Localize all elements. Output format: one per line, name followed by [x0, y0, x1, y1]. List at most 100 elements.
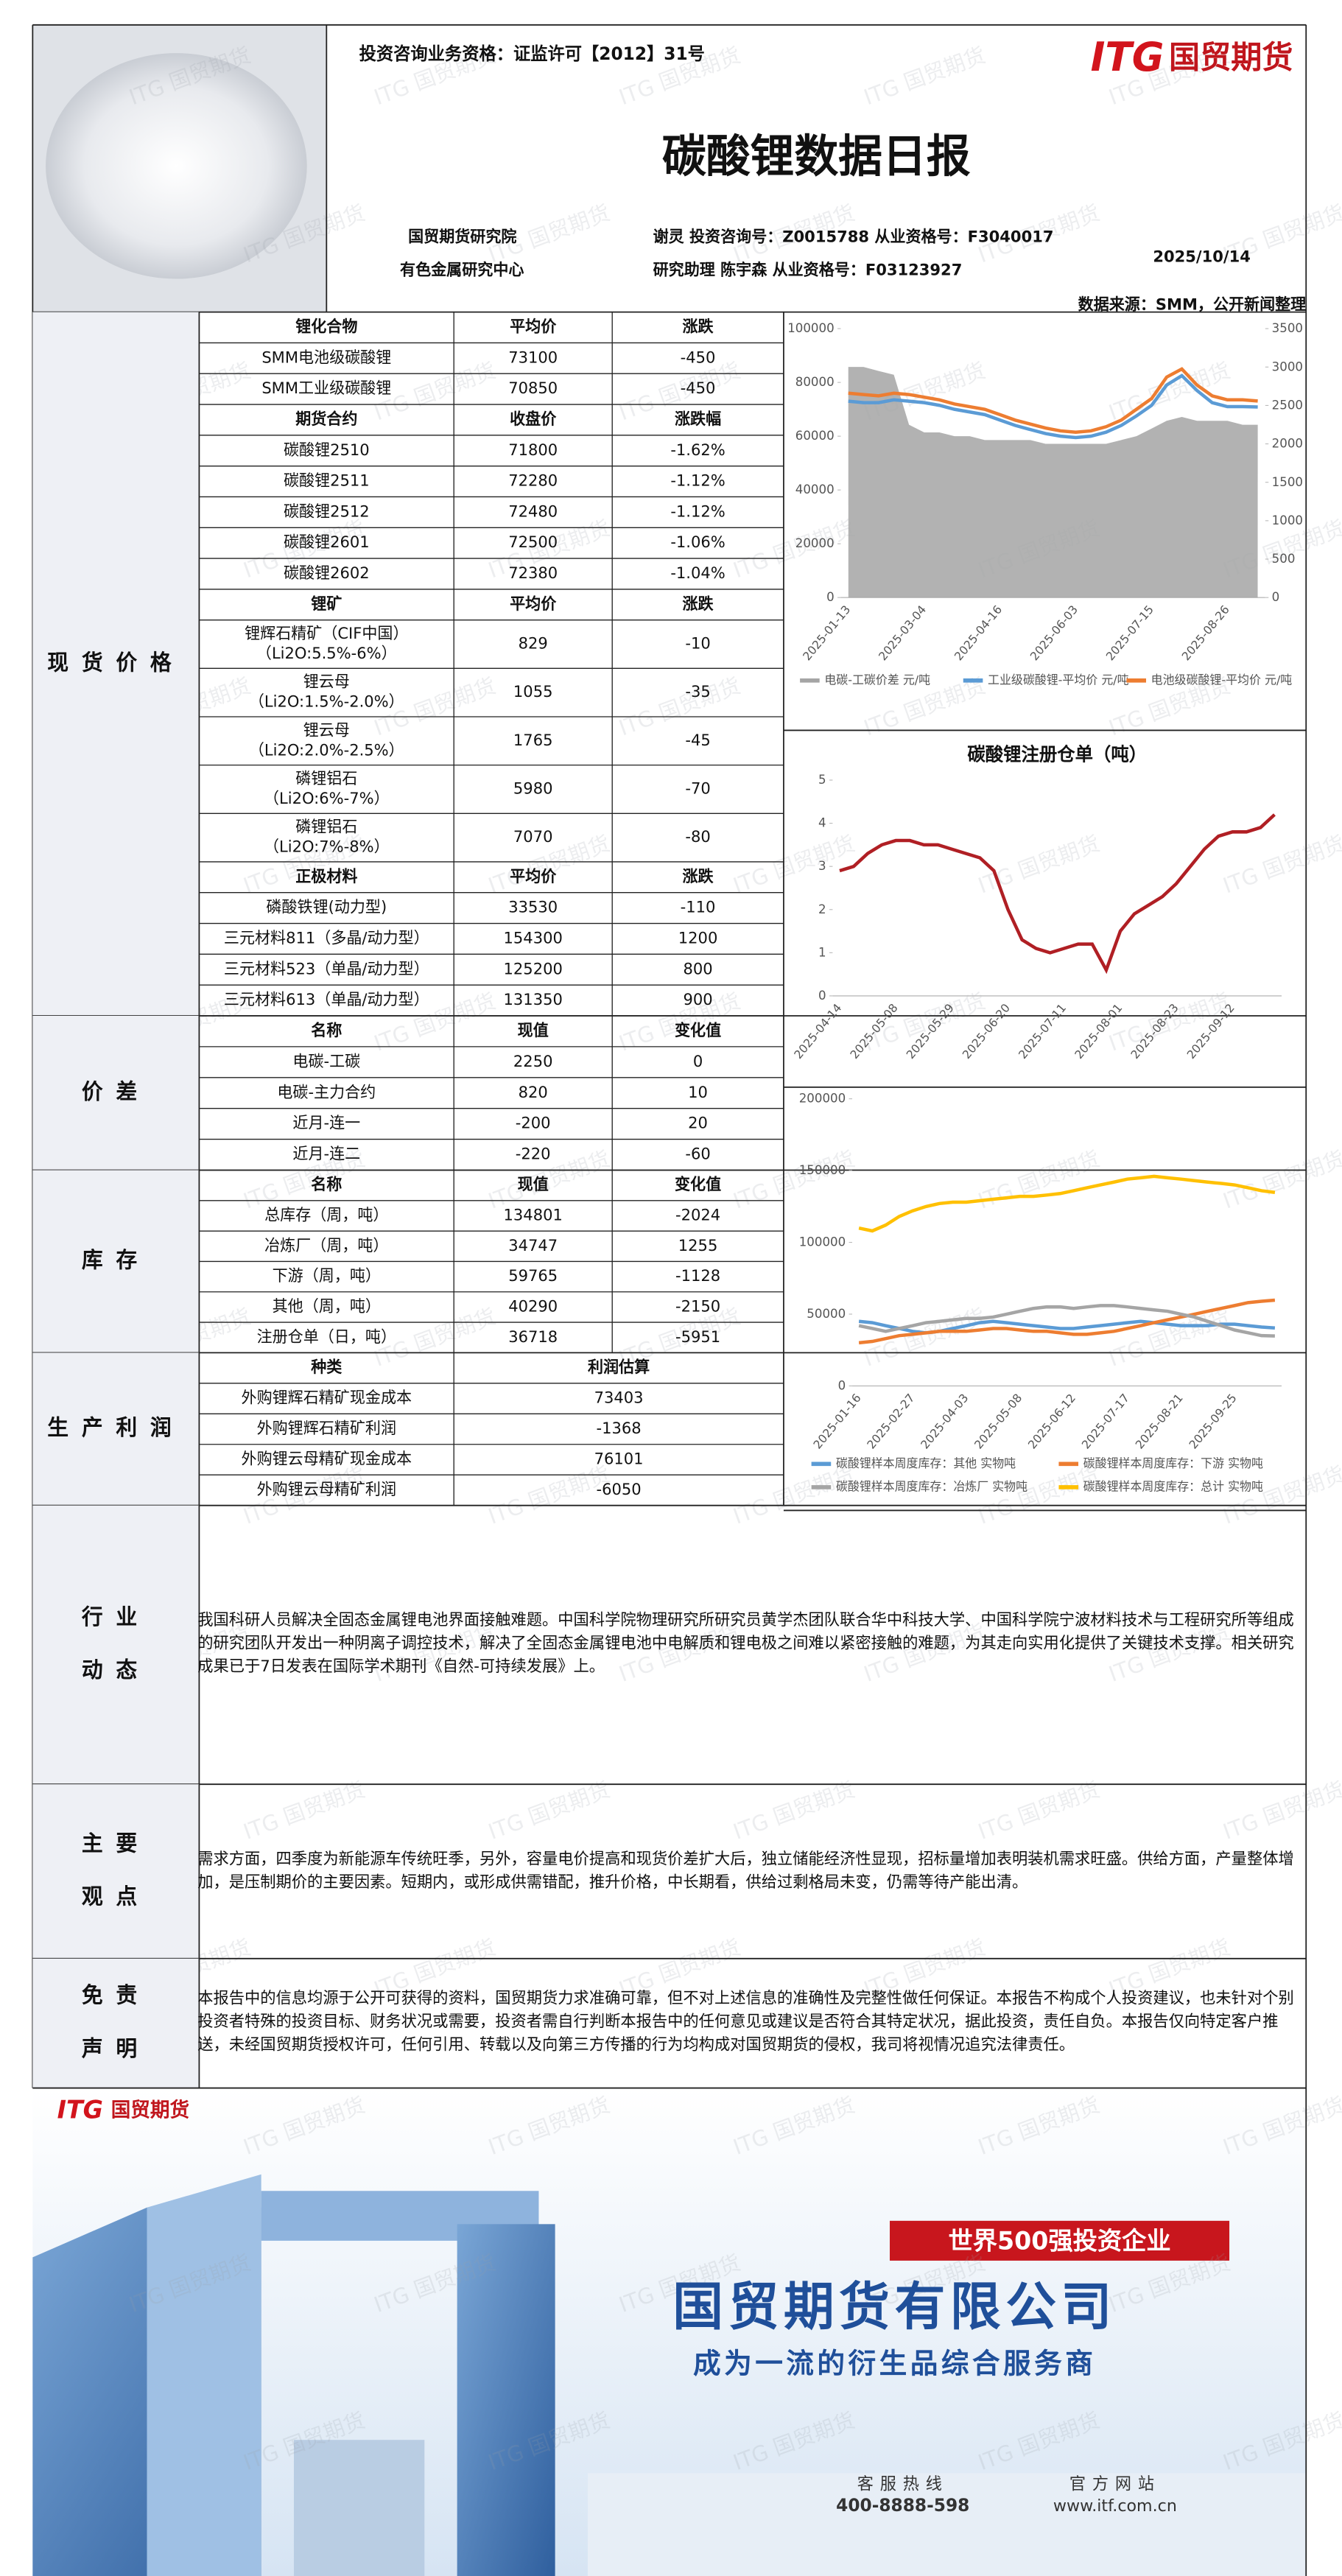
y-tick-label: 0: [826, 589, 835, 604]
cell-text: -220: [516, 1145, 551, 1163]
header-cell: 名称: [311, 1175, 342, 1194]
y-tick-label: 50000: [807, 1306, 846, 1321]
cell-text: 10: [688, 1084, 708, 1102]
cell-text: 70850: [508, 379, 558, 398]
cell-text: -10: [685, 634, 710, 653]
cell-text: -80: [685, 828, 710, 846]
cell-text: 72280: [508, 471, 558, 490]
cell-text: -2024: [675, 1206, 720, 1224]
cell-text: 829: [519, 634, 548, 653]
section-label-bg: [32, 1505, 200, 1785]
cell-text: 总库存（周，吨）: [264, 1206, 388, 1224]
site: www.itf.com.cn: [1053, 2496, 1177, 2516]
cell-text: -1.06%: [670, 533, 725, 552]
y2-tick-label: 3000: [1272, 359, 1303, 373]
cell-text: （Li2O:2.0%-2.5%）: [249, 741, 404, 759]
cell-text: 900: [683, 991, 712, 1009]
cell-text: 5980: [513, 779, 553, 798]
analyst: 谢灵 投资咨询号：Z0015788 从业资格号：F3040017: [653, 227, 1054, 246]
cell-text: 33530: [508, 899, 558, 917]
line: [839, 813, 1276, 975]
cell-text: 三元材料523（单晶/动力型）: [224, 960, 429, 978]
header-cell: 正极材料: [295, 868, 357, 886]
cell-text: 36718: [508, 1328, 558, 1347]
center: 有色金属研究中心: [400, 260, 524, 279]
section-label: 价差: [82, 1079, 150, 1104]
hotline: 400-8888-598: [836, 2495, 969, 2516]
cell-text: -5951: [675, 1328, 720, 1347]
y2-tick-label: 1000: [1272, 513, 1303, 527]
y2-tick-label: 0: [1272, 589, 1280, 604]
legend-label: 碳酸锂样本周度库存：其他 实物吨: [836, 1456, 1016, 1470]
header-cell: 利润估算: [588, 1358, 650, 1377]
cell-text: 1055: [513, 683, 553, 701]
cell-text: -45: [685, 731, 710, 750]
cell-text: 磷锂铝石: [295, 770, 357, 788]
cell-text: -1368: [596, 1419, 641, 1438]
cell-text: 锂辉石精矿（CIF中国）: [245, 625, 408, 643]
y2-tick-label: 2000: [1272, 435, 1303, 450]
header-cell: 收盘价: [510, 410, 557, 429]
header-cell: 涨跌: [683, 868, 714, 886]
cell-text: -450: [681, 348, 716, 367]
header-cell: 涨跌: [683, 595, 714, 614]
section-label-bg: [32, 1784, 200, 1959]
y-tick-label: 3: [818, 858, 826, 873]
cell-text: -6050: [596, 1481, 641, 1499]
banner-logo-cn: 国贸期货: [111, 2098, 189, 2121]
cell-text: 134801: [504, 1206, 563, 1224]
header-cell: 平均价: [510, 317, 557, 336]
y-tick-label: 2: [818, 902, 826, 916]
header-cell: 种类: [311, 1358, 342, 1377]
cell-text: 40290: [508, 1297, 558, 1316]
cell-text: 冶炼厂（周，吨）: [264, 1237, 388, 1255]
section-label: 主要观点: [82, 1831, 150, 1909]
cell-text: 73403: [594, 1389, 644, 1407]
cell-text: 碳酸锂2602: [284, 564, 370, 583]
cell-text: -1.12%: [670, 471, 725, 490]
paragraph: 我国科研人员解决全固态金属锂电池界面接触难题。中国科学院物理研究所研究员黄学杰团…: [197, 1611, 1294, 1677]
title: 碳酸锂数据日报: [662, 131, 971, 183]
tower-right: [457, 2224, 555, 2576]
section-label-bg: [32, 1958, 200, 2088]
cell-text: 其他（周，吨）: [273, 1297, 381, 1316]
logo-cn: 国贸期货: [1169, 40, 1293, 76]
y-tick-label: 1: [818, 944, 826, 959]
badge-box: [890, 2220, 1230, 2261]
legend-label: 碳酸锂样本周度库存：下游 实物吨: [1083, 1456, 1263, 1470]
cell-text: 三元材料811（多晶/动力型）: [224, 929, 429, 947]
cell-text: 0: [693, 1053, 703, 1071]
line: [858, 1174, 1276, 1233]
header-cell: 现值: [518, 1176, 549, 1194]
slogan: 成为一流的衍生品综合服务商: [693, 2347, 1096, 2379]
cell-text: 820: [519, 1084, 548, 1102]
y-tick-label: 0: [818, 988, 826, 1003]
legend-label: 工业级碳酸锂-平均价 元/吨: [988, 673, 1129, 687]
cell-text: -1.62%: [670, 441, 725, 460]
cell-text: 碳酸锂2511: [284, 471, 370, 490]
city: [587, 2473, 1307, 2576]
cell-text: 71800: [508, 441, 558, 460]
legend-label: 碳酸锂样本周度库存：冶炼厂 实物吨: [836, 1479, 1027, 1493]
site-label: 官方网站: [1069, 2474, 1161, 2493]
y-tick-label: 40000: [795, 482, 835, 496]
cell-text: 7070: [513, 828, 553, 846]
building: [32, 2174, 1307, 2576]
institute: 国贸期货研究院: [408, 227, 516, 246]
cell-text: 125200: [504, 960, 563, 978]
cell-text: 电碳-主力合约: [277, 1084, 376, 1102]
section-label-bg: [32, 1015, 200, 1171]
legend-label: 电碳-工碳价差 元/吨: [824, 673, 930, 687]
cell-text: 800: [683, 960, 712, 978]
section-label-bg: [32, 1170, 200, 1353]
tower-face: [147, 2174, 261, 2576]
header-cell: 锂矿: [311, 594, 342, 614]
banner-logo-en: ITG: [57, 2095, 103, 2124]
cell-text: 72480: [508, 502, 558, 521]
cell-text: 锂云母: [303, 673, 350, 692]
header-cell: 变化值: [675, 1021, 721, 1040]
paragraph: 本报告中的信息均源于公开可获得的资料，国贸期货力求准确可靠，但不对上述信息的准确…: [197, 1990, 1294, 2055]
cell-text: -35: [685, 683, 710, 701]
section-label: 行业动态: [81, 1604, 150, 1682]
